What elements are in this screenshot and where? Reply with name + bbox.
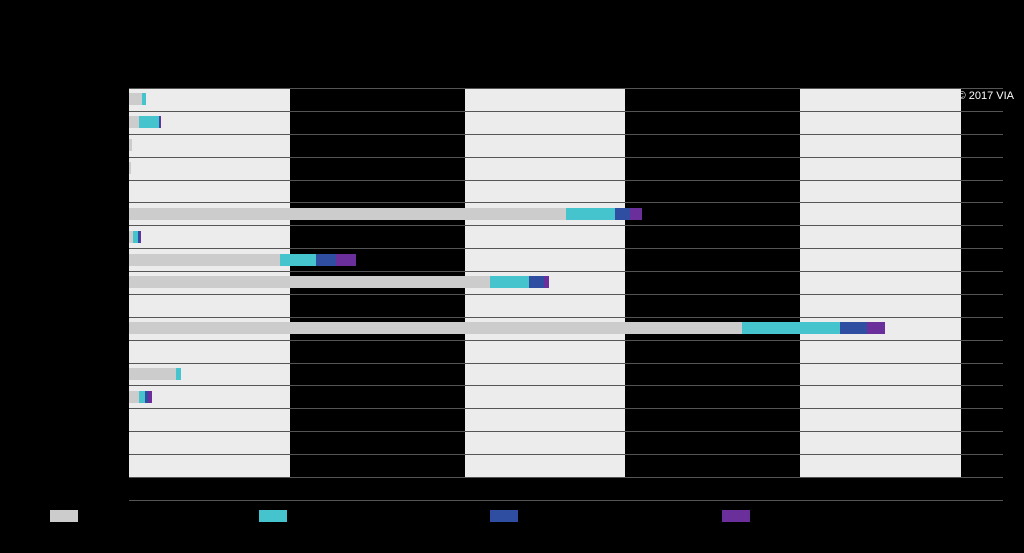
chart-panel xyxy=(800,88,961,477)
legend-swatch xyxy=(259,510,287,522)
bar-segment xyxy=(140,231,141,243)
bar-segment xyxy=(336,254,356,266)
grid-line xyxy=(129,111,1003,112)
grid-line xyxy=(129,88,1003,89)
grid-line xyxy=(129,248,1003,249)
legend-swatch xyxy=(490,510,518,522)
bar-segment xyxy=(316,254,336,266)
bar-segment xyxy=(742,322,839,334)
bar-segment xyxy=(129,368,176,380)
chart-plot-area xyxy=(129,88,1003,477)
bar-segment xyxy=(129,116,139,128)
grid-line xyxy=(129,294,1003,295)
grid-line xyxy=(129,385,1003,386)
legend-swatch xyxy=(50,510,78,522)
grid-line xyxy=(129,271,1003,272)
bar-segment xyxy=(129,276,490,288)
grid-line xyxy=(129,157,1003,158)
grid-line xyxy=(129,317,1003,318)
grid-line xyxy=(129,340,1003,341)
bar-segment xyxy=(615,208,630,220)
bar-segment xyxy=(142,93,145,105)
bar-segment xyxy=(544,276,549,288)
bar-segment xyxy=(129,162,131,174)
bar-segment xyxy=(129,208,566,220)
bar-segment xyxy=(529,276,544,288)
bar-segment xyxy=(148,391,151,403)
bar-segment xyxy=(129,322,742,334)
bar-segment xyxy=(566,208,615,220)
bar-segment xyxy=(139,116,159,128)
bar-segment xyxy=(129,391,139,403)
bar-segment xyxy=(129,93,142,105)
bar-segment xyxy=(160,116,161,128)
grid-line xyxy=(129,431,1003,432)
bar-segment xyxy=(630,208,642,220)
grid-line xyxy=(129,500,1003,501)
bar-segment xyxy=(867,322,885,334)
grid-line xyxy=(129,180,1003,181)
bar-segment xyxy=(490,276,529,288)
bar-segment xyxy=(176,368,181,380)
grid-line xyxy=(129,202,1003,203)
grid-line xyxy=(129,134,1003,135)
grid-line xyxy=(129,408,1003,409)
bar-segment xyxy=(840,322,867,334)
bar-segment xyxy=(129,139,132,151)
grid-line xyxy=(129,225,1003,226)
grid-line xyxy=(129,477,1003,478)
grid-line xyxy=(129,454,1003,455)
bar-segment xyxy=(280,254,315,266)
legend-swatch xyxy=(722,510,750,522)
grid-line xyxy=(129,363,1003,364)
bar-segment xyxy=(129,254,280,266)
